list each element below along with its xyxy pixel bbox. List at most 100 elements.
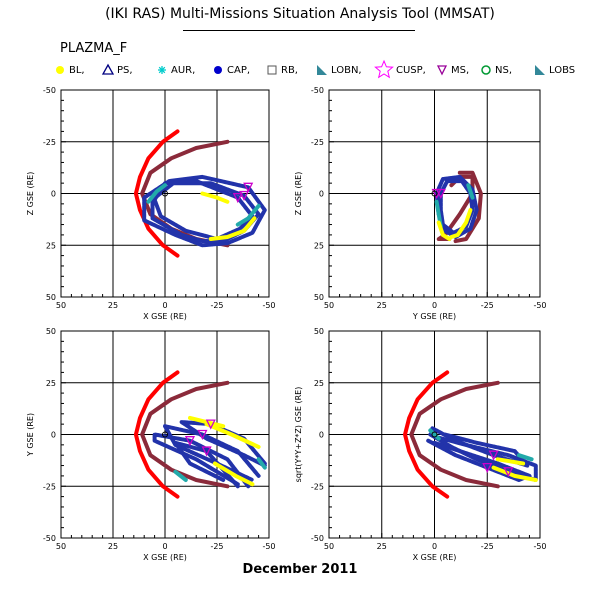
y-tick-label: 25 (46, 379, 56, 388)
legend-symbol (267, 65, 277, 75)
y-tick-label: 50 (46, 327, 56, 336)
orbit-marker (435, 188, 446, 199)
x-tick-label: -25 (481, 301, 494, 310)
legend-label: CAP, (227, 65, 250, 76)
orbit-marker (197, 429, 208, 440)
x-tick-label: 0 (162, 301, 167, 310)
plot-area (403, 370, 538, 499)
y-tick-label: 0 (51, 190, 56, 199)
orbit-marker (243, 182, 254, 193)
legend-item: RB, (267, 65, 298, 76)
y-axis-label: sqrt(Y*Y+Z*Z) GSE (RE) (294, 387, 303, 483)
orbit-segment-yellow (495, 457, 526, 466)
x-tick-label: 25 (377, 301, 387, 310)
orbit-segment-cyan (235, 203, 261, 227)
orbit-segment-yellow (188, 415, 226, 429)
y-tick-label: 0 (319, 190, 324, 199)
x-tick-label: 25 (377, 542, 387, 551)
y-tick-label: 0 (51, 431, 56, 440)
y-tick-label: 0 (319, 431, 324, 440)
x-axis-label: X GSE (RE) (143, 312, 187, 321)
earth-marker (162, 190, 168, 197)
orbit-segment-cyan (466, 183, 475, 200)
y-axis-label: Z GSE (RE) (26, 172, 35, 216)
legend-symbol (535, 65, 545, 75)
y-tick-label: -50 (43, 86, 56, 95)
panel-xz: 50 25 0 -25 -50 50 25 0 -25 -50 X GSE (RE) Z GSE (R… (26, 86, 276, 321)
panel-xyz: 50 25 0 -25 -50 -50 -25 0 25 50 X GSE (RE) sqrt(Y*Y… (294, 327, 547, 562)
orbit-track (152, 432, 251, 489)
y-tick-label: -50 (311, 534, 324, 543)
legend-item: CAP, (214, 65, 250, 76)
bow-shock-curve (403, 370, 450, 499)
x-tick-label: 0 (432, 301, 437, 310)
x-tick-label: 50 (56, 542, 66, 551)
x-tick-label: 50 (324, 542, 334, 551)
bow-shock-curve (133, 370, 180, 499)
orbit-segment-yellow (436, 220, 452, 241)
y-tick-label: 50 (314, 293, 324, 302)
x-tick-label: 0 (162, 542, 167, 551)
orbit-marker (205, 419, 216, 430)
orbit-segment-cyan (516, 453, 534, 462)
x-tick-label: -50 (533, 301, 546, 310)
x-axis-label: X GSE (RE) (143, 553, 187, 562)
earth-marker (431, 190, 438, 197)
legend-item: BL, (56, 65, 85, 76)
plot-area (133, 370, 267, 499)
orbit-segment-yellow (212, 461, 255, 487)
y-tick-label: -25 (311, 138, 324, 147)
title-underline (183, 30, 415, 31)
legend-symbol (436, 65, 448, 76)
panel-xy: 50 25 0 -25 -50 -50 -25 0 25 50 X GSE (RE) Y GSE (R… (26, 327, 276, 562)
orbit-segment-cyan (173, 469, 188, 482)
y-tick-label: 50 (46, 293, 56, 302)
orbit-marker (488, 450, 499, 461)
x-tick-label: 50 (56, 301, 66, 310)
dataset-label: PLAZMA_F (60, 41, 127, 56)
panel-yz: 50 25 0 -25 -50 50 25 0 -25 -50 Y GSE (RE) Z GSE (R… (294, 86, 547, 321)
x-tick-label: -25 (210, 301, 223, 310)
legend-label: AUR, (171, 65, 195, 76)
legend-item: LOBN, (317, 65, 362, 76)
legend-item: AUR, (158, 65, 195, 76)
y-tick-label: -50 (43, 534, 56, 543)
x-axis-label: X GSE (RE) (413, 553, 457, 562)
legend-item: NS, (481, 65, 512, 76)
y-tick-label: -25 (43, 138, 56, 147)
legend-symbol (56, 66, 64, 74)
legend-label: LOBS (549, 65, 575, 76)
orbit-marker (503, 467, 514, 478)
magnetopause-curve (453, 170, 483, 244)
orbit-marker (482, 462, 493, 474)
orbit-segment-cyan (146, 183, 167, 204)
orbit-track (430, 426, 530, 468)
legend-label: PS, (117, 65, 133, 76)
y-axis-label: Z GSE (RE) (294, 172, 303, 216)
legend-symbol (158, 66, 166, 74)
plot-area (133, 129, 267, 258)
legend-label: CUSP, (396, 65, 426, 76)
legend-label: NS, (495, 65, 512, 76)
orbit-segment-cyan (256, 457, 267, 470)
legend-symbol (374, 59, 394, 79)
legend-label: RB, (281, 65, 298, 76)
earth-marker (431, 431, 438, 438)
x-axis-label: Y GSE (RE) (412, 312, 456, 321)
earth-marker (162, 431, 168, 438)
y-tick-label: 25 (314, 241, 324, 250)
legend-symbol (214, 66, 222, 74)
x-tick-label: -50 (533, 542, 546, 551)
orbit-segment-cyan (428, 428, 441, 441)
magnetopause-curve (409, 380, 500, 489)
date-label: December 2011 (242, 562, 358, 577)
y-tick-label: -50 (311, 86, 324, 95)
orbit-segment-yellow (449, 208, 473, 239)
x-tick-label: 0 (432, 542, 437, 551)
orbit-marker (232, 192, 243, 204)
legend-item: LOBS (535, 65, 575, 76)
legend-label: LOBN, (331, 65, 362, 76)
y-tick-label: -25 (311, 482, 324, 491)
